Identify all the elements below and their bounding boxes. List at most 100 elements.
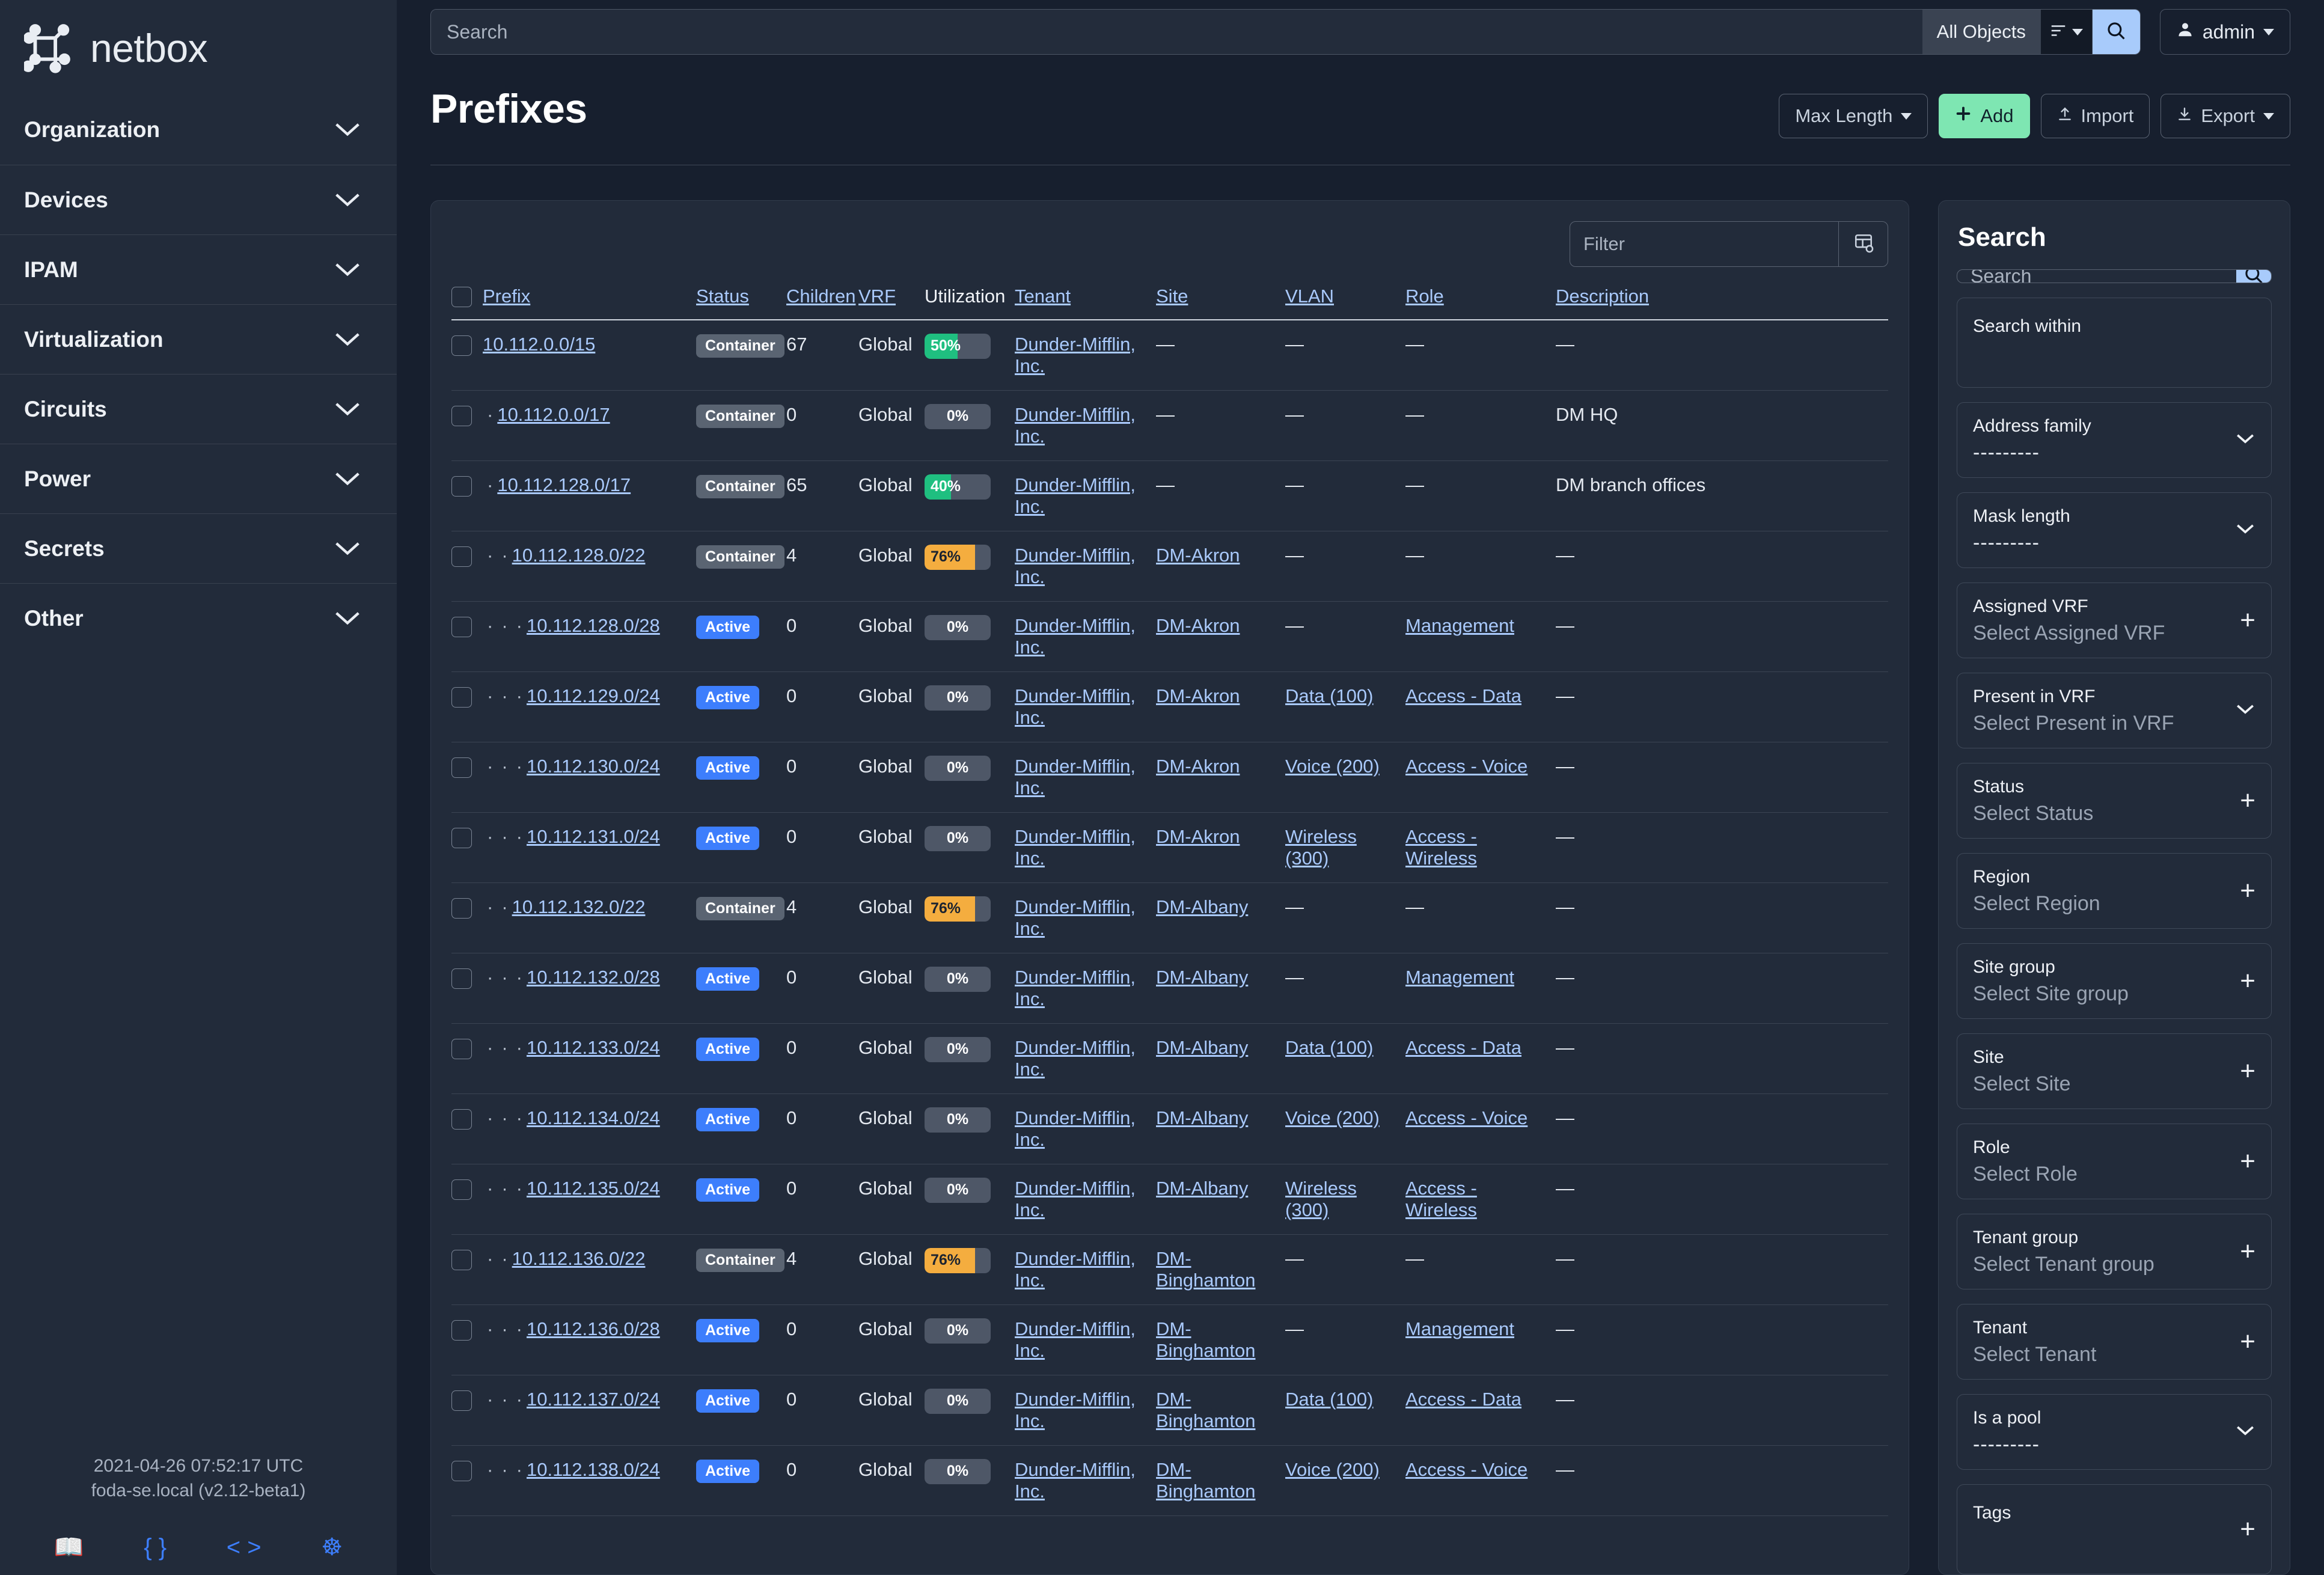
row-checkbox[interactable] bbox=[451, 1179, 472, 1200]
plus-icon[interactable]: + bbox=[2240, 786, 2255, 815]
panel-search-submit-button[interactable] bbox=[2236, 270, 2271, 283]
filter-field-tenant[interactable]: Tenant Select Tenant + bbox=[1957, 1304, 2272, 1380]
site-link[interactable]: DM-Albany bbox=[1156, 1107, 1249, 1128]
sidebar-item-secrets[interactable]: Secrets bbox=[0, 513, 397, 583]
role-link[interactable]: Management bbox=[1405, 614, 1514, 636]
filter-field-role[interactable]: Role Select Role + bbox=[1957, 1124, 2272, 1199]
row-checkbox[interactable] bbox=[451, 827, 472, 848]
column-header-status[interactable]: Status bbox=[696, 285, 786, 320]
site-link[interactable]: DM-Albany bbox=[1156, 966, 1249, 988]
tenant-link[interactable]: Dunder-Mifflin, Inc. bbox=[1015, 1318, 1136, 1361]
table-row[interactable]: · · · 10.112.136.0/28 Active 0 Global 0% Dunde… bbox=[451, 1304, 1888, 1375]
column-header-role-label[interactable]: Role bbox=[1405, 285, 1444, 307]
tenant-link[interactable]: Dunder-Mifflin, Inc. bbox=[1015, 1388, 1136, 1431]
search-filter-dropdown-button[interactable] bbox=[2040, 10, 2092, 54]
filter-field-region[interactable]: Region Select Region + bbox=[1957, 853, 2272, 929]
filter-field-site[interactable]: Site Select Site + bbox=[1957, 1033, 2272, 1109]
vlan-link[interactable]: Data (100) bbox=[1285, 1036, 1374, 1058]
prefix-link[interactable]: 10.112.128.0/22 bbox=[512, 544, 646, 566]
search-submit-button[interactable] bbox=[2091, 10, 2140, 54]
table-row[interactable]: · 10.112.128.0/17 Container 65 Global 40% Du… bbox=[451, 460, 1888, 531]
tenant-link[interactable]: Dunder-Mifflin, Inc. bbox=[1015, 1247, 1136, 1291]
row-checkbox[interactable] bbox=[451, 1109, 472, 1130]
tenant-link[interactable]: Dunder-Mifflin, Inc. bbox=[1015, 614, 1136, 658]
tenant-link[interactable]: Dunder-Mifflin, Inc. bbox=[1015, 403, 1136, 447]
prefix-link[interactable]: 10.112.138.0/24 bbox=[526, 1458, 660, 1480]
site-link[interactable]: DM-Akron bbox=[1156, 614, 1240, 636]
tenant-link[interactable]: Dunder-Mifflin, Inc. bbox=[1015, 1177, 1136, 1220]
column-header-site[interactable]: Site bbox=[1156, 285, 1285, 320]
sidebar-item-devices[interactable]: Devices bbox=[0, 165, 397, 234]
site-link[interactable]: DM-Akron bbox=[1156, 825, 1240, 847]
prefix-link[interactable]: 10.112.134.0/24 bbox=[526, 1107, 660, 1128]
column-header-status-label[interactable]: Status bbox=[696, 285, 749, 307]
search-input[interactable] bbox=[431, 10, 1922, 54]
column-header-tenant-label[interactable]: Tenant bbox=[1015, 285, 1071, 307]
add-button[interactable]: Add bbox=[1939, 94, 2030, 138]
role-link[interactable]: Access - Wireless bbox=[1405, 1177, 1477, 1220]
filter-field-present-in-vrf[interactable]: Present in VRF Select Present in VRF bbox=[1957, 673, 2272, 748]
role-link[interactable]: Access - Data bbox=[1405, 1036, 1521, 1058]
braces-icon[interactable]: { } bbox=[144, 1534, 167, 1561]
prefix-link[interactable]: 10.112.128.0/28 bbox=[526, 614, 660, 636]
panel-search-input[interactable] bbox=[1957, 270, 2236, 283]
prefix-link[interactable]: 10.112.130.0/24 bbox=[526, 755, 660, 777]
vlan-link[interactable]: Data (100) bbox=[1285, 685, 1374, 706]
role-link[interactable]: Access - Voice bbox=[1405, 755, 1528, 777]
table-row[interactable]: · · · 10.112.128.0/28 Active 0 Global 0% Dunde… bbox=[451, 601, 1888, 672]
import-button[interactable]: Import bbox=[2040, 94, 2150, 138]
table-row[interactable]: · · · 10.112.131.0/24 Active 0 Global 0% Dunde… bbox=[451, 812, 1888, 883]
table-row[interactable]: · · · 10.112.129.0/24 Active 0 Global 0% Dunde… bbox=[451, 671, 1888, 742]
row-checkbox[interactable] bbox=[451, 687, 472, 708]
plus-icon[interactable]: + bbox=[2240, 1237, 2255, 1266]
row-checkbox[interactable] bbox=[451, 1390, 472, 1411]
table-row[interactable]: · · · 10.112.138.0/24 Active 0 Global 0% Dunde… bbox=[451, 1445, 1888, 1516]
tenant-link[interactable]: Dunder-Mifflin, Inc. bbox=[1015, 685, 1136, 728]
tenant-link[interactable]: Dunder-Mifflin, Inc. bbox=[1015, 966, 1136, 1009]
chevron-down-icon[interactable] bbox=[2235, 703, 2255, 718]
filter-field-mask-length[interactable]: Mask length --------- bbox=[1957, 492, 2272, 568]
column-header-children-label[interactable]: Children bbox=[786, 285, 856, 307]
role-link[interactable]: Management bbox=[1405, 966, 1514, 988]
sidebar-item-virtualization[interactable]: Virtualization bbox=[0, 304, 397, 374]
table-row[interactable]: · · · 10.112.133.0/24 Active 0 Global 0% Dunde… bbox=[451, 1023, 1888, 1094]
tenant-link[interactable]: Dunder-Mifflin, Inc. bbox=[1015, 544, 1136, 587]
code-icon[interactable]: < > bbox=[226, 1534, 261, 1561]
chevron-down-icon[interactable] bbox=[2235, 433, 2255, 448]
site-link[interactable]: DM-Binghamton bbox=[1156, 1247, 1256, 1291]
brand[interactable]: netbox bbox=[0, 0, 397, 95]
row-checkbox[interactable] bbox=[451, 546, 472, 567]
prefix-link[interactable]: 10.112.135.0/24 bbox=[526, 1177, 660, 1199]
table-row[interactable]: · · · 10.112.137.0/24 Active 0 Global 0% Dunde… bbox=[451, 1375, 1888, 1446]
column-header-tenant[interactable]: Tenant bbox=[1015, 285, 1156, 320]
vlan-link[interactable]: Voice (200) bbox=[1285, 1107, 1380, 1128]
row-checkbox[interactable] bbox=[451, 898, 472, 919]
row-checkbox[interactable] bbox=[451, 1460, 472, 1481]
vlan-link[interactable]: Voice (200) bbox=[1285, 755, 1380, 777]
prefix-link[interactable]: 10.112.131.0/24 bbox=[526, 825, 660, 847]
plus-icon[interactable]: + bbox=[2240, 1056, 2255, 1086]
column-header-description-label[interactable]: Description bbox=[1556, 285, 1650, 307]
export-button[interactable]: Export bbox=[2160, 94, 2290, 138]
filter-field-is-a-pool[interactable]: Is a pool --------- bbox=[1957, 1394, 2272, 1470]
table-row[interactable]: · · 10.112.136.0/22 Container 4 Global 76% Du… bbox=[451, 1234, 1888, 1305]
filter-field-assigned-vrf[interactable]: Assigned VRF Select Assigned VRF + bbox=[1957, 583, 2272, 658]
table-row[interactable]: · · 10.112.128.0/22 Container 4 Global 76% Du… bbox=[451, 531, 1888, 602]
prefix-link[interactable]: 10.112.136.0/22 bbox=[512, 1247, 646, 1269]
prefix-link[interactable]: 10.112.136.0/28 bbox=[526, 1318, 660, 1339]
row-checkbox[interactable] bbox=[451, 1249, 472, 1270]
table-row[interactable]: · · · 10.112.134.0/24 Active 0 Global 0% Dunde… bbox=[451, 1093, 1888, 1164]
sidebar-item-circuits[interactable]: Circuits bbox=[0, 374, 397, 444]
lifebuoy-icon[interactable]: ☸ bbox=[321, 1534, 343, 1561]
row-checkbox[interactable] bbox=[451, 476, 472, 497]
table-row[interactable]: · · · 10.112.132.0/28 Active 0 Global 0% Dunde… bbox=[451, 953, 1888, 1024]
column-header-description[interactable]: Description bbox=[1556, 285, 1888, 320]
table-filter-input[interactable] bbox=[1570, 222, 1838, 266]
tenant-link[interactable]: Dunder-Mifflin, Inc. bbox=[1015, 1036, 1136, 1080]
row-checkbox[interactable] bbox=[451, 968, 472, 989]
table-row[interactable]: · 10.112.0.0/17 Container 0 Global 0% Dunder… bbox=[451, 390, 1888, 461]
site-link[interactable]: DM-Binghamton bbox=[1156, 1318, 1256, 1361]
site-link[interactable]: DM-Akron bbox=[1156, 755, 1240, 777]
column-header-vrf-label[interactable]: VRF bbox=[858, 285, 896, 307]
site-link[interactable]: DM-Binghamton bbox=[1156, 1458, 1256, 1502]
